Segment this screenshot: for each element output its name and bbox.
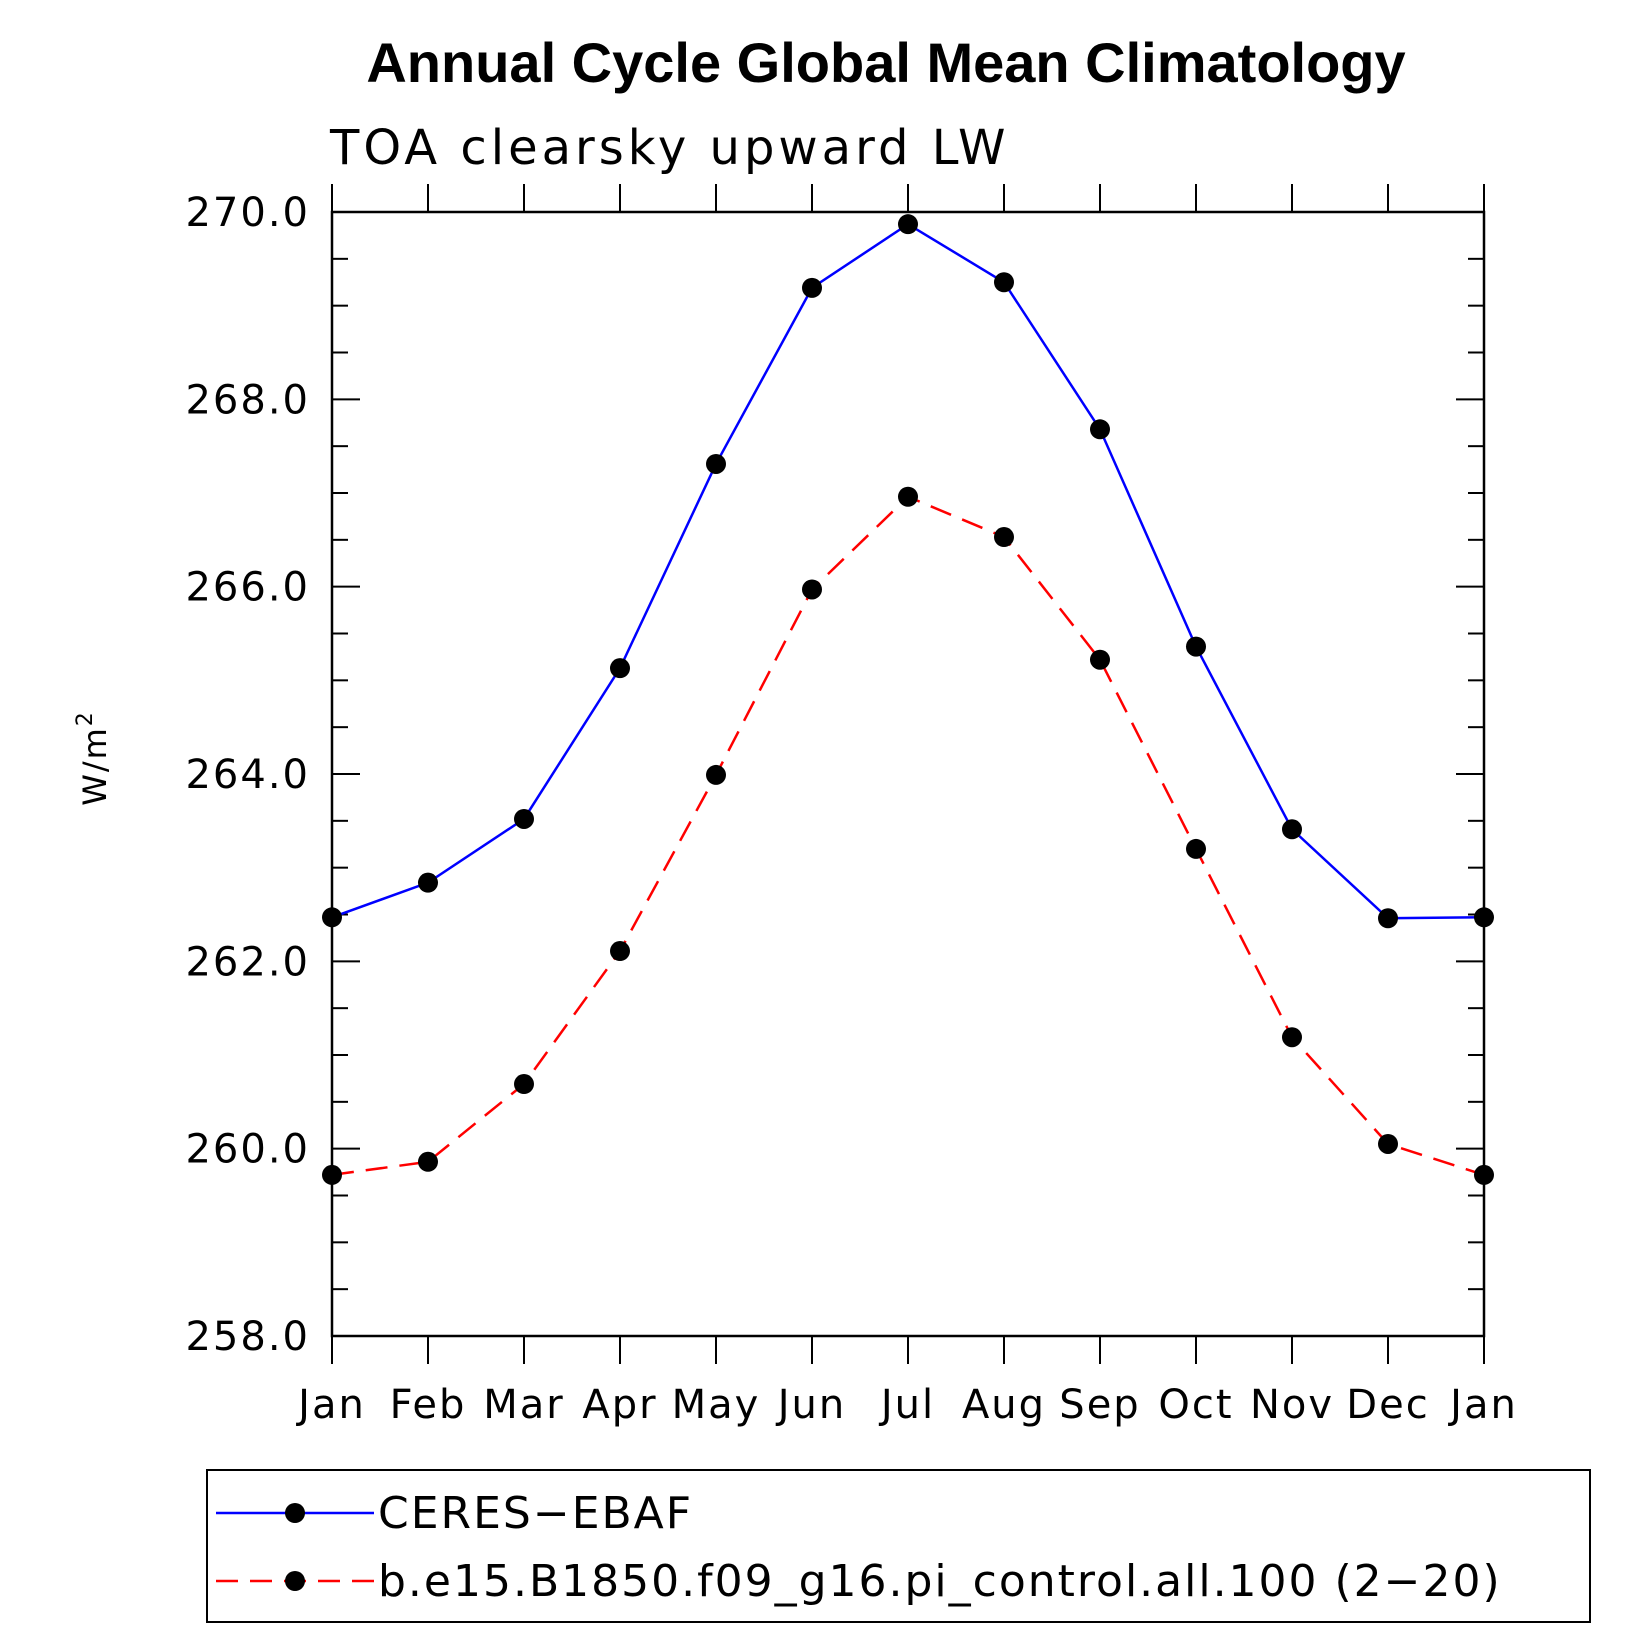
series-1-point xyxy=(1282,1027,1302,1048)
x-tick-label: Jan xyxy=(1447,1382,1518,1428)
series-1-point xyxy=(1186,838,1206,859)
y-tick-label: 258.0 xyxy=(185,1314,310,1360)
y-axis-label-text: W/m xyxy=(76,726,114,806)
series-0-point xyxy=(706,453,726,474)
series-0-point xyxy=(1282,819,1302,840)
series-0-point xyxy=(1186,636,1206,657)
x-tick-label: Nov xyxy=(1250,1382,1334,1428)
x-tick-label: Mar xyxy=(483,1382,564,1428)
series-0-point xyxy=(1090,419,1110,440)
x-tick-label: Jul xyxy=(878,1382,935,1428)
series-0-point xyxy=(514,808,534,829)
series-0-point xyxy=(802,277,822,298)
x-tick-label: Jun xyxy=(775,1382,847,1428)
x-tick-label: May xyxy=(672,1382,761,1428)
series-1-point xyxy=(418,1151,438,1172)
series-0-point xyxy=(1474,907,1494,928)
series-1-point xyxy=(610,941,630,962)
legend-marker-1 xyxy=(285,1571,305,1591)
series-line-1 xyxy=(331,495,1485,1177)
plot-frame xyxy=(330,210,1486,1338)
x-tick-label: Sep xyxy=(1059,1382,1140,1428)
x-tick-label: Dec xyxy=(1346,1382,1429,1428)
series-line-0 xyxy=(331,222,1485,920)
x-tick-label: Oct xyxy=(1158,1382,1233,1428)
series-1-point xyxy=(1474,1164,1494,1185)
y-axis: 258.0 260.0 262.0 264.0 266.0 268.0 270.0 xyxy=(185,190,1484,1360)
series-0-point xyxy=(418,872,438,893)
plot-area xyxy=(330,210,1486,1338)
series-layer xyxy=(322,214,1494,1185)
series-1-point xyxy=(1090,649,1110,670)
y-tick-label: 268.0 xyxy=(185,377,310,423)
y-tick-label: 270.0 xyxy=(185,190,310,236)
legend: CERES−EBAF b.e15.B1850.f09_g16.pi_contro… xyxy=(206,1469,1591,1623)
chart-title: Annual Cycle Global Mean Climatology xyxy=(366,31,1405,94)
series-0-point xyxy=(898,214,918,235)
x-axis: Jan Feb Mar Apr May Jun Jul Aug Sep Oct Nov Dec Jan xyxy=(295,184,1518,1428)
legend-box xyxy=(206,1469,1591,1623)
series-1-point xyxy=(994,527,1014,548)
series-0-point xyxy=(994,272,1014,293)
legend-marker-0 xyxy=(285,1503,305,1523)
y-tick-label: 266.0 xyxy=(185,565,310,611)
series-0-point xyxy=(610,658,630,679)
x-tick-label: Jan xyxy=(295,1382,366,1428)
y-axis-label-superscript: 2 xyxy=(73,710,98,726)
x-tick-label: Aug xyxy=(962,1382,1046,1428)
series-1-point xyxy=(706,764,726,785)
series-1-point xyxy=(322,1164,342,1185)
legend-label-1: b.e15.B1850.f09_g16.pi_control.all.100 (… xyxy=(378,1556,1502,1607)
legend-label-0: CERES−EBAF xyxy=(378,1488,693,1539)
x-tick-label: Feb xyxy=(390,1382,467,1428)
chart-subtitle: TOA clearsky upward LW xyxy=(329,120,1010,176)
series-1-point xyxy=(514,1074,534,1095)
y-tick-label: 262.0 xyxy=(185,939,310,985)
series-1-point xyxy=(1378,1133,1398,1154)
y-axis-label: W/m2 xyxy=(73,710,114,806)
legend-entries xyxy=(216,1503,374,1591)
y-tick-label: 264.0 xyxy=(185,752,310,798)
y-tick-label: 260.0 xyxy=(185,1127,310,1173)
series-1-point xyxy=(802,579,822,600)
series-0-point xyxy=(1378,908,1398,929)
x-tick-label: Apr xyxy=(582,1382,657,1428)
series-0-point xyxy=(322,907,342,928)
series-1-point xyxy=(898,486,918,507)
